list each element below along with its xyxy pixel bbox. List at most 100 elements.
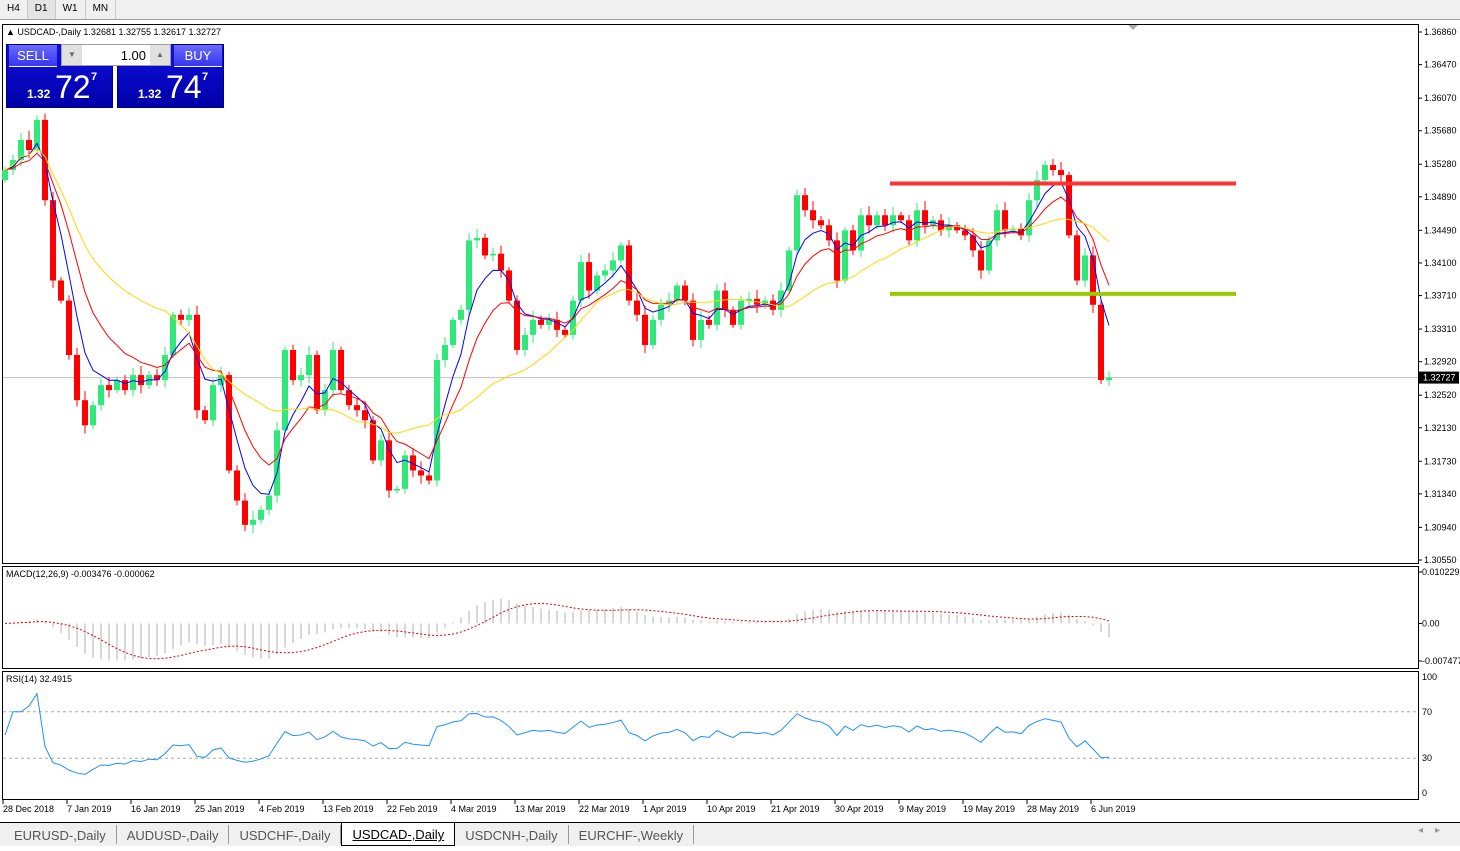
price-tick-label: 1.33710	[1424, 291, 1457, 301]
candle-body	[1098, 304, 1104, 381]
candle-body	[594, 275, 600, 291]
increase-lot-icon[interactable]: ▲	[150, 45, 170, 65]
candle-body	[786, 250, 792, 291]
sell-label[interactable]: SELL	[9, 45, 57, 67]
candle-body	[338, 349, 344, 391]
date-tick-label: 1 Apr 2019	[643, 804, 687, 814]
buy-label[interactable]: BUY	[174, 45, 222, 67]
tab-audusd[interactable]: AUDUSD-,Daily	[117, 825, 230, 844]
symbol-tabs: EURUSD-,Daily AUDUSD-,Daily USDCHF-,Dail…	[0, 822, 1460, 846]
sell-price-big: 72	[55, 69, 91, 105]
candle-body	[410, 455, 416, 471]
price-tick-label: 1.34100	[1424, 258, 1457, 268]
candle-body	[1066, 175, 1072, 236]
candle-body	[682, 285, 688, 301]
macd-tick-label: 0.010229	[1422, 567, 1460, 577]
candle-body	[1034, 180, 1040, 201]
candle-body	[322, 390, 328, 411]
candle-body	[866, 215, 872, 226]
candle-body	[1106, 377, 1112, 381]
timeframe-h4[interactable]: H4	[0, 0, 28, 19]
candle-body	[210, 385, 216, 421]
price-tick-label: 1.33310	[1424, 324, 1457, 334]
candle-body	[82, 400, 88, 426]
rsi-tick-label: 0	[1422, 788, 1427, 798]
candle-body	[818, 220, 824, 226]
price-tick-label: 1.31340	[1424, 489, 1457, 499]
symbol-ohlc: USDCAD-,Daily 1.32681 1.32755 1.32617 1.…	[17, 27, 222, 37]
candle-body	[106, 385, 112, 391]
sell-price-prefix: 1.32	[27, 87, 51, 101]
candle-body	[362, 410, 368, 421]
candle-body	[482, 237, 488, 256]
date-tick-label: 4 Feb 2019	[259, 804, 305, 814]
candle-body	[42, 119, 48, 201]
lot-size-input[interactable]	[82, 45, 150, 65]
candle-body	[922, 210, 928, 226]
candle-body	[898, 215, 904, 221]
timeframe-d1[interactable]: D1	[27, 0, 56, 19]
candle-body	[74, 354, 80, 401]
candle-body	[386, 440, 392, 491]
candle-body	[626, 245, 632, 301]
lot-size-stepper: ▼ ▲	[61, 44, 171, 66]
candle-body	[50, 200, 56, 281]
candle-body	[634, 300, 640, 315]
current-price-box	[1419, 371, 1459, 384]
symbol-info: ▲ USDCAD-,Daily 1.32681 1.32755 1.32617 …	[6, 27, 222, 37]
candle-body	[98, 385, 104, 406]
candle-body	[2, 170, 8, 181]
tab-usdchf[interactable]: USDCHF-,Daily	[229, 825, 342, 844]
candle-body	[330, 349, 336, 391]
tab-eurusd[interactable]: EURUSD-,Daily	[4, 825, 117, 844]
price-tick-label: 1.31730	[1424, 456, 1457, 466]
price-chart[interactable]: 1.36860 1.36470 1.36070 1.35680 1.35280 1.348…	[0, 0, 1460, 822]
candle-body	[466, 240, 472, 310]
candle-body	[674, 285, 680, 301]
date-tick-label: 7 Jan 2019	[67, 804, 112, 814]
price-tick-label: 1.35280	[1424, 159, 1457, 169]
candle-body	[178, 314, 184, 320]
date-tick-label: 10 Apr 2019	[707, 804, 756, 814]
candle-body	[498, 253, 504, 271]
timeframe-w1[interactable]: W1	[56, 0, 86, 19]
candle-body	[138, 375, 144, 386]
candle-body	[34, 119, 40, 150]
decrease-lot-icon[interactable]: ▼	[62, 45, 82, 65]
candle-body	[426, 475, 432, 481]
candle-body	[402, 455, 408, 489]
candle-body	[1058, 170, 1064, 176]
candle-body	[930, 220, 936, 226]
price-tick-label: 1.36860	[1424, 27, 1457, 37]
candle-body	[26, 139, 32, 150]
candle-body	[842, 230, 848, 281]
candle-body	[202, 410, 208, 421]
candle-body	[618, 245, 624, 261]
price-tick-label: 1.36470	[1424, 60, 1457, 70]
candle-body	[162, 354, 168, 381]
tab-scroll-arrows[interactable]: ◂▸	[1417, 825, 1452, 836]
tab-usdcnh[interactable]: USDCNH-,Daily	[455, 825, 569, 844]
date-tick-label: 13 Feb 2019	[323, 804, 374, 814]
candle-body	[714, 290, 720, 325]
macd-pane	[2, 566, 1419, 669]
candle-body	[354, 405, 360, 411]
macd-tick-label: 0.00	[1422, 618, 1440, 628]
candle-body	[1050, 165, 1056, 171]
price-tick-label: 1.34490	[1424, 225, 1457, 235]
tab-usdcad[interactable]: USDCAD-,Daily	[341, 823, 456, 846]
timeframe-mn[interactable]: MN	[86, 0, 117, 19]
candle-body	[850, 230, 856, 251]
candle-body	[506, 270, 512, 301]
candle-body	[610, 260, 616, 271]
candle-body	[602, 270, 608, 276]
tab-eurchf[interactable]: EURCHF-,Weekly	[569, 825, 695, 844]
candle-body	[1082, 255, 1088, 281]
candle-body	[690, 300, 696, 340]
candle-body	[514, 300, 520, 350]
candle-body	[874, 215, 880, 226]
candle-body	[242, 500, 248, 525]
macd-signal-line	[4, 602, 1110, 660]
candle-body	[882, 215, 888, 226]
candle-body	[474, 237, 480, 241]
